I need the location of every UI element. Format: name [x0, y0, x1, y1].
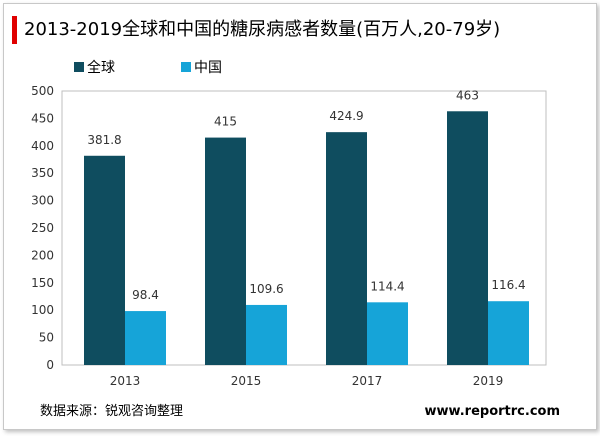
data-label-global: 424.9	[329, 109, 363, 123]
chart-title: 2013-2019全球和中国的糖尿病感者数量(百万人,20-79岁)	[24, 19, 501, 40]
y-tick-label: 500	[31, 84, 54, 98]
y-tick-label: 400	[31, 139, 54, 153]
y-tick-label: 300	[31, 194, 54, 208]
y-tick-label: 150	[31, 276, 54, 290]
source-note: 数据来源：锐观咨询整理	[40, 404, 184, 419]
x-tick-label: 2013	[110, 374, 141, 388]
y-tick-label: 50	[39, 331, 54, 345]
data-label-global: 415	[214, 115, 237, 129]
y-tick-label: 100	[31, 303, 54, 317]
x-tick-label: 2019	[473, 374, 504, 388]
data-label-china: 114.4	[370, 279, 404, 293]
bar-chart: 0 50 100 150 200 250 300 350 400 450 500 381.8 98.4 2…	[31, 59, 547, 388]
y-tick-label: 200	[31, 248, 54, 262]
bar-global	[326, 132, 367, 365]
data-label-global: 381.8	[87, 133, 121, 147]
bar-china	[488, 301, 529, 365]
y-tick-label: 450	[31, 111, 54, 125]
data-label-global: 463	[456, 88, 479, 102]
bar-global	[447, 111, 488, 365]
bar-global	[84, 155, 125, 365]
data-label-china: 109.6	[249, 282, 283, 296]
website-label: www.reportrc.com	[424, 404, 560, 419]
x-tick-label: 2017	[352, 374, 383, 388]
y-tick-label: 250	[31, 221, 54, 235]
bar-china	[125, 311, 166, 365]
legend-swatch-china	[181, 62, 191, 72]
y-tick-label: 0	[46, 358, 54, 372]
legend-swatch-global	[74, 62, 84, 72]
chart-frame: 2013-2019全球和中国的糖尿病感者数量(百万人,20-79岁) 0 50 10…	[3, 3, 597, 430]
x-tick-label: 2015	[231, 374, 262, 388]
y-tick-label: 350	[31, 166, 54, 180]
bar-global	[205, 137, 246, 365]
plot-area-border	[61, 90, 547, 366]
data-label-china: 98.4	[132, 288, 159, 302]
legend-label-global: 全球	[87, 59, 115, 76]
legend-label-china: 中国	[194, 60, 222, 76]
data-label-china: 116.4	[491, 278, 525, 292]
bar-china	[367, 302, 408, 365]
title-accent-bar	[12, 16, 17, 44]
bar-china	[246, 304, 287, 365]
